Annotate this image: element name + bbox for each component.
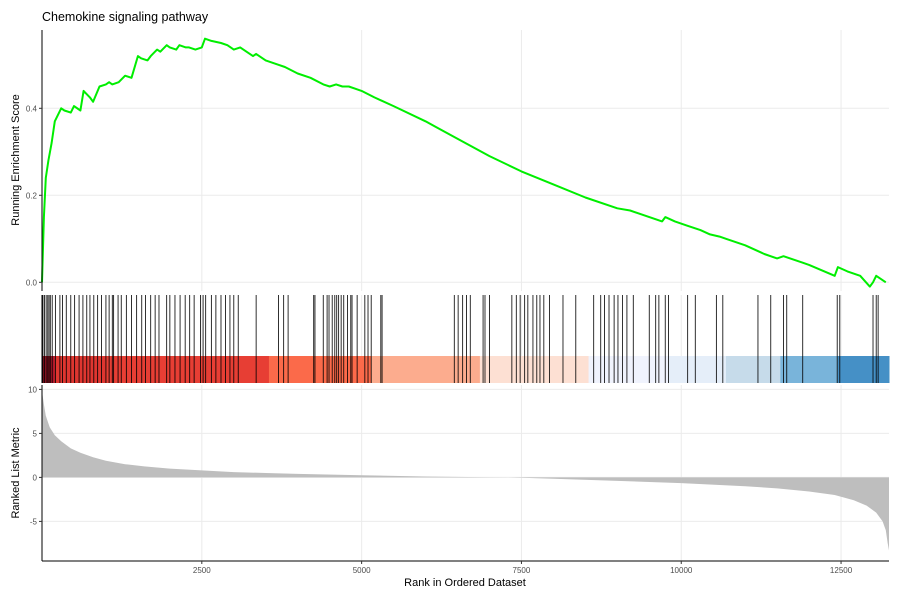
x-axis-title: Rank in Ordered Dataset: [404, 577, 526, 589]
ranked-metric-panel: -5 0 5 10 2500 5000 7500 10000 12500: [28, 385, 889, 575]
y-tick-label: 0.4: [26, 104, 38, 113]
ranked-metric-area: [42, 391, 889, 551]
y-tick-label: 0: [33, 473, 38, 482]
x-tick-label: 7500: [513, 566, 531, 575]
color-bar-segment: [668, 356, 727, 383]
x-tick-label: 5000: [353, 566, 371, 575]
ranked-metric-y-axis-title: Ranked List Metric: [10, 427, 22, 519]
color-bar-segment: [837, 356, 890, 383]
x-tick-label: 12500: [830, 566, 853, 575]
y-tick-label: 0.0: [26, 278, 38, 287]
y-tick-label: 10: [28, 385, 37, 394]
running-score-y-axis-title: Running Enrichment Score: [10, 94, 22, 225]
color-bar-segment: [105, 356, 270, 383]
color-bar-segment: [780, 356, 839, 383]
color-bar-segment: [725, 356, 781, 383]
x-tick-label: 2500: [193, 566, 211, 575]
y-tick-label: 0.2: [26, 191, 38, 200]
y-tick-label: 5: [33, 429, 38, 438]
running-score-panel: 0.0 0.2 0.4: [26, 30, 889, 291]
running-score-line: [41, 37, 887, 288]
color-bar-segment: [479, 356, 590, 383]
color-bar-segment: [371, 356, 481, 383]
hits-panel: [41, 295, 890, 383]
y-tick-label: -5: [30, 517, 38, 526]
x-tick-label: 10000: [670, 566, 693, 575]
color-bar-segment: [268, 356, 372, 383]
chart-title: Chemokine signaling pathway: [42, 10, 209, 24]
